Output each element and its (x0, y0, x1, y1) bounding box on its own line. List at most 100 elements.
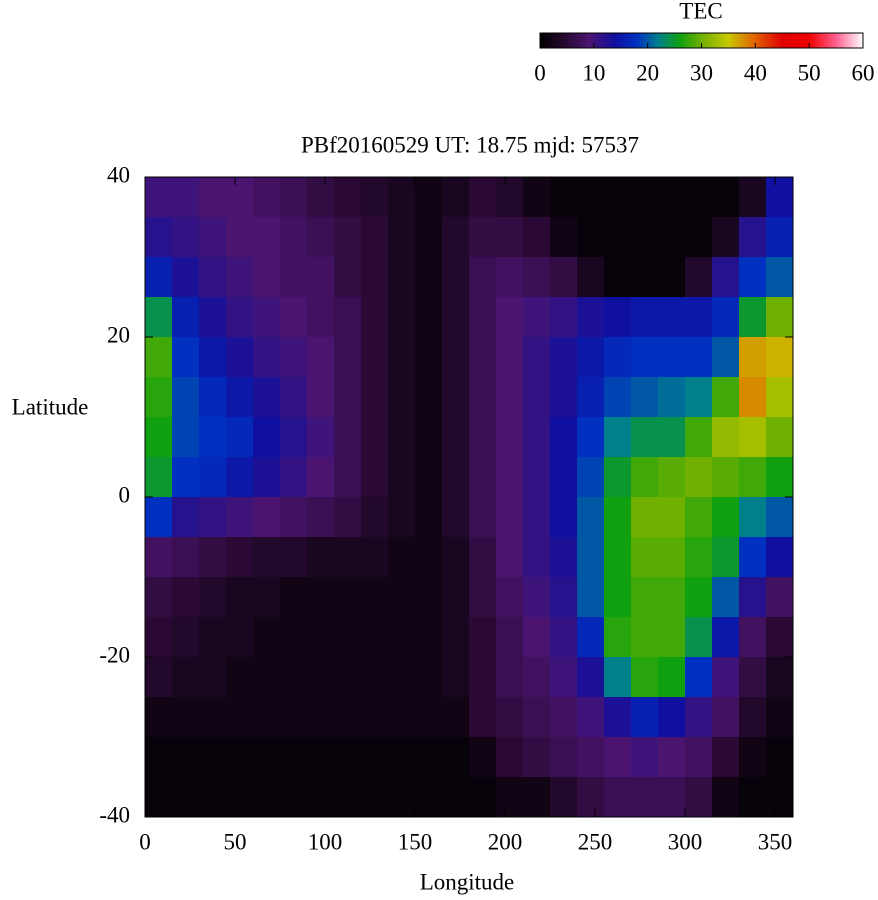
y-tick-label: 0 (119, 482, 131, 507)
x-tick-label: 100 (308, 829, 343, 854)
heatmap-cell (415, 497, 443, 538)
heatmap-cell (631, 177, 659, 218)
heatmap-cell (253, 177, 281, 218)
heatmap-cell (712, 657, 740, 698)
heatmap-cell (523, 417, 551, 458)
heatmap-cell (577, 457, 605, 498)
heatmap-cell (280, 417, 308, 458)
heatmap-cell (604, 697, 632, 738)
heatmap-cell (712, 777, 740, 818)
heatmap-cell (388, 617, 416, 658)
x-tick-label: 300 (668, 829, 703, 854)
heatmap-cell (226, 417, 254, 458)
heatmap-cell (280, 737, 308, 778)
heatmap-cell (226, 257, 254, 298)
heatmap-cell (685, 777, 713, 818)
heatmap-cell (685, 617, 713, 658)
heatmap-cell (739, 457, 767, 498)
heatmap-cell (496, 497, 524, 538)
heatmap-cell (469, 457, 497, 498)
heatmap-cell (253, 457, 281, 498)
heatmap-cell (712, 617, 740, 658)
heatmap-cell (442, 497, 470, 538)
heatmap-cell (388, 177, 416, 218)
heatmap-cell (361, 577, 389, 618)
heatmap-cell (658, 657, 686, 698)
heatmap-cell (658, 257, 686, 298)
heatmap-cell (280, 297, 308, 338)
heatmap-cell (199, 257, 227, 298)
heatmap-cell (523, 257, 551, 298)
heatmap-cell (199, 177, 227, 218)
heatmap-cell (199, 417, 227, 458)
heatmap-cell (766, 537, 794, 578)
heatmap-cell (496, 217, 524, 258)
heatmap-cell (172, 777, 200, 818)
heatmap-cell (388, 537, 416, 578)
heatmap-cell (253, 657, 281, 698)
heatmap-cell (577, 257, 605, 298)
heatmap-cell (469, 337, 497, 378)
heatmap-cell (550, 417, 578, 458)
heatmap-cell (469, 737, 497, 778)
heatmap-cell (766, 337, 794, 378)
heatmap-cell (388, 497, 416, 538)
heatmap-cell (361, 217, 389, 258)
heatmap-cell (145, 457, 173, 498)
heatmap-cell (739, 417, 767, 458)
heatmap-cell (307, 257, 335, 298)
heatmap-cell (172, 217, 200, 258)
heatmap-cell (280, 697, 308, 738)
heatmap-cell (766, 417, 794, 458)
heatmap-cell (388, 457, 416, 498)
heatmap-cell (577, 297, 605, 338)
heatmap-cell (442, 377, 470, 418)
heatmap-cell (550, 697, 578, 738)
heatmap-cell (739, 537, 767, 578)
heatmap-cell (145, 657, 173, 698)
heatmap-cell (766, 497, 794, 538)
heatmap-cell (577, 777, 605, 818)
heatmap-cell (496, 737, 524, 778)
heatmap-cell (145, 217, 173, 258)
heatmap-cell (226, 297, 254, 338)
heatmap-cell (415, 337, 443, 378)
heatmap-cell (442, 777, 470, 818)
heatmap-cell (388, 657, 416, 698)
colorbar-tick-label: 20 (636, 60, 659, 85)
heatmap-cell (496, 697, 524, 738)
heatmap-cell (766, 657, 794, 698)
heatmap-cell (658, 457, 686, 498)
heatmap-cell (334, 297, 362, 338)
heatmap-cell (280, 377, 308, 418)
heatmap-cell (253, 537, 281, 578)
heatmap-cell (496, 657, 524, 698)
heatmap-cell (631, 777, 659, 818)
heatmap-cell (172, 377, 200, 418)
heatmap-cell (199, 657, 227, 698)
heatmap-cell (334, 697, 362, 738)
heatmap-cell (199, 617, 227, 658)
heatmap-cell (469, 497, 497, 538)
heatmap-cell (766, 737, 794, 778)
heatmap-cell (253, 297, 281, 338)
heatmap-cell (631, 617, 659, 658)
heatmap-cell (523, 297, 551, 338)
heatmap-cell (226, 577, 254, 618)
heatmap-cell (712, 257, 740, 298)
heatmap-cell (577, 617, 605, 658)
heatmap-cell (712, 697, 740, 738)
x-axis-label: Longitude (420, 869, 515, 894)
heatmap-cell (253, 417, 281, 458)
heatmap-cell (307, 617, 335, 658)
heatmap-cell (307, 777, 335, 818)
y-tick-label: -40 (99, 802, 130, 827)
heatmap-cell (442, 697, 470, 738)
heatmap-cell (550, 257, 578, 298)
heatmap-cell (685, 697, 713, 738)
heatmap-cell (766, 617, 794, 658)
heatmap-cell (631, 737, 659, 778)
heatmap-cell (469, 417, 497, 458)
heatmap-cell (496, 617, 524, 658)
